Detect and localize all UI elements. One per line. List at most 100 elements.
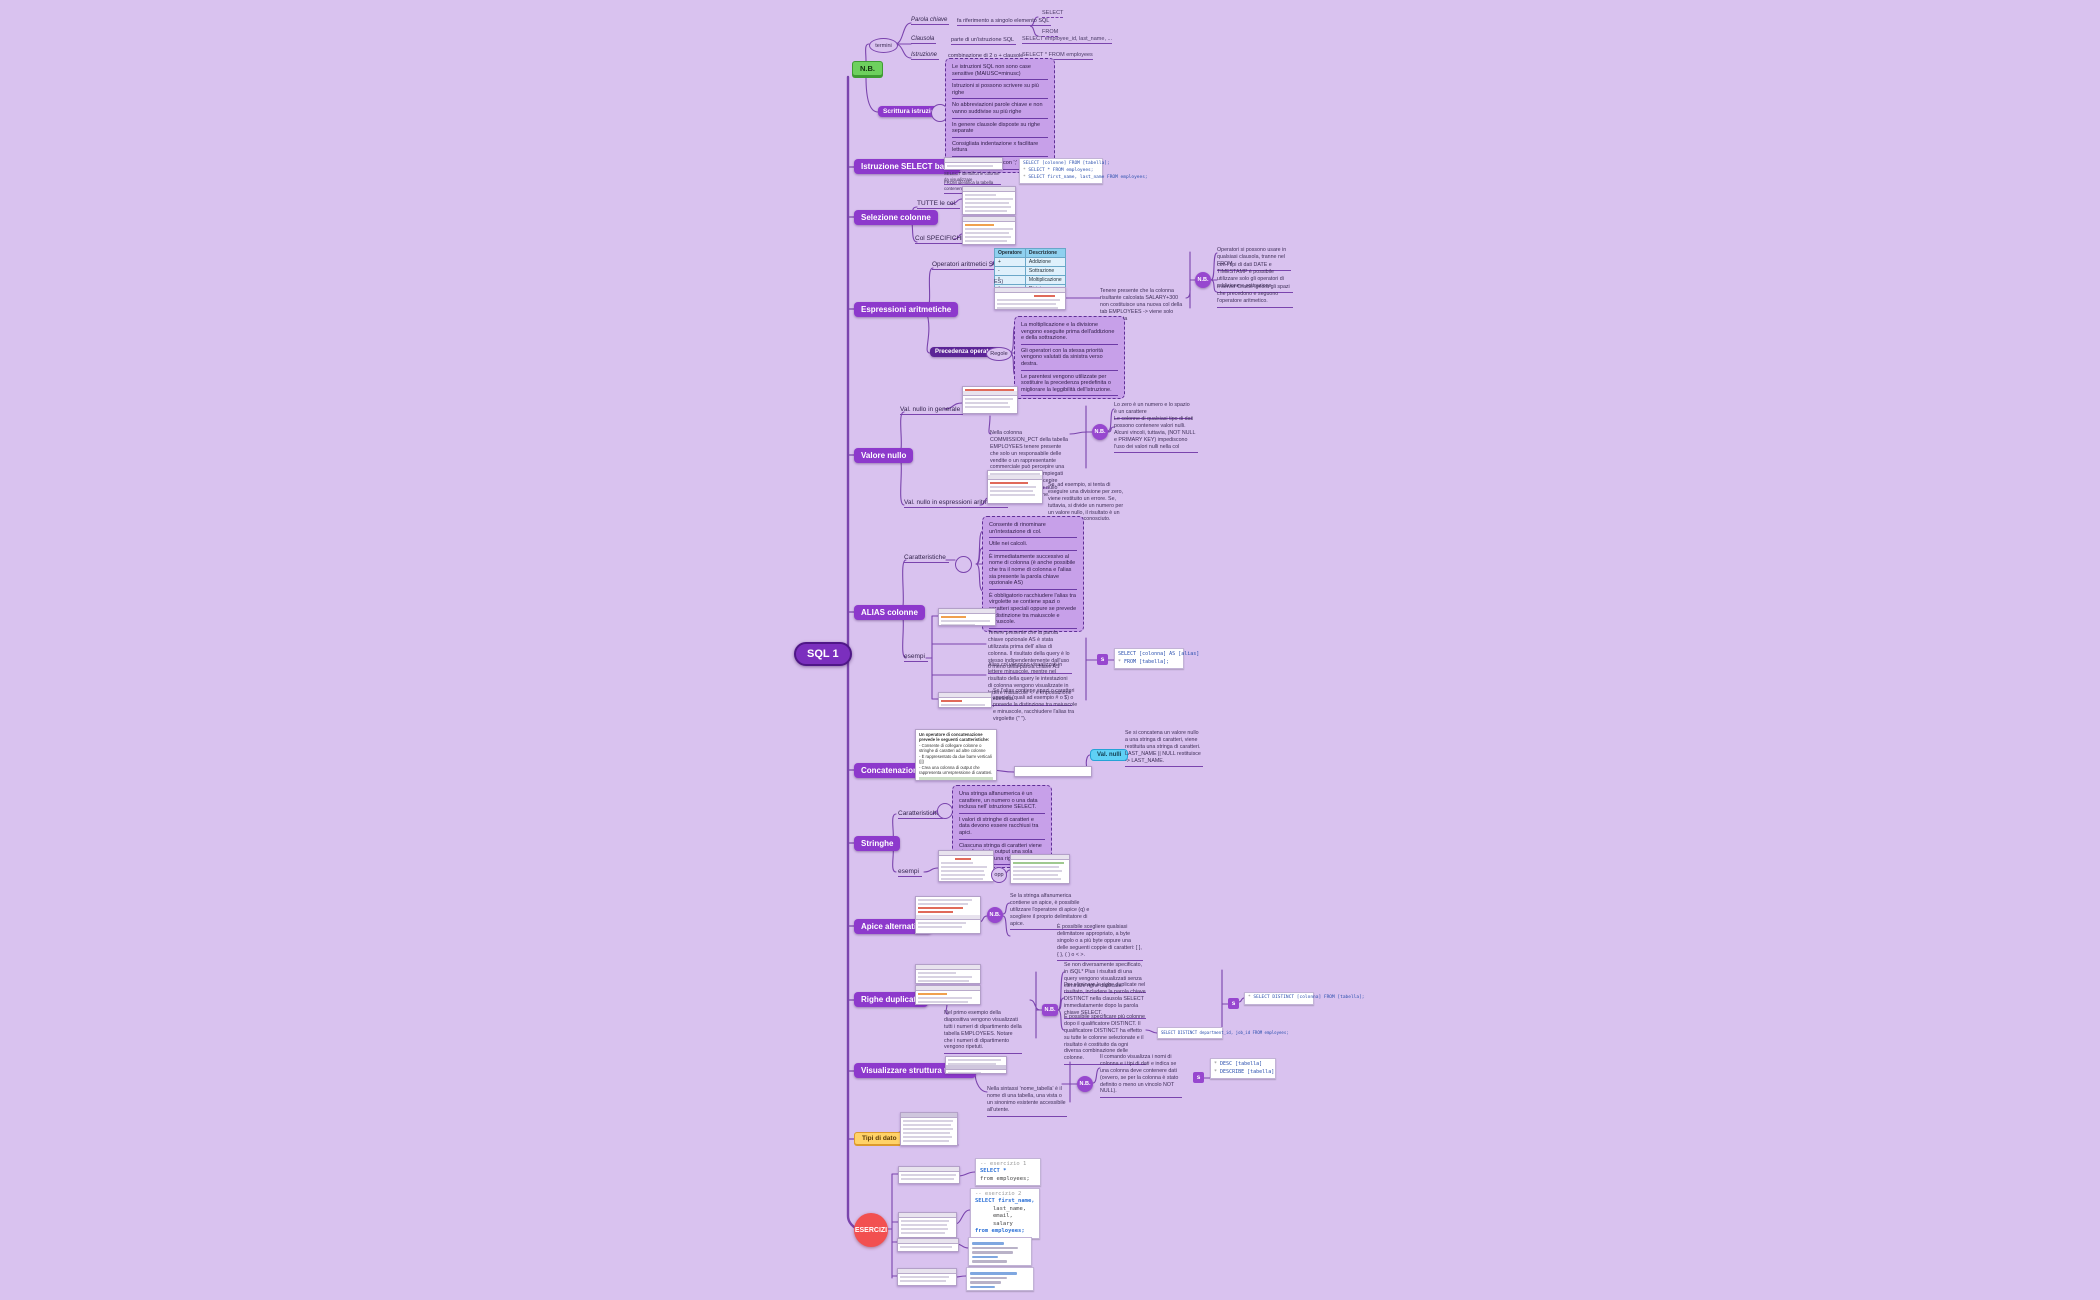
stringhe-caratteristica[interactable]: I valori di stringhe di caratteri e data… xyxy=(959,814,1045,840)
stringhe-caratteristica[interactable]: Ciascuna stringa di caratteri viene visu… xyxy=(959,840,1045,866)
concatenazione-code-strip[interactable] xyxy=(1014,766,1092,777)
aritmetiche-nb-note[interactable]: Il server Oracle ignora gli spazi che pr… xyxy=(1217,284,1293,308)
regola[interactable]: Le parentesi vengono utilizzate per sost… xyxy=(1021,371,1118,397)
esercizio-1-code[interactable]: -- esercizio 1 SELECT * from employees; xyxy=(975,1158,1041,1187)
nb-green-node[interactable]: N.B. xyxy=(852,61,883,76)
branch-concatenazione[interactable]: Concatenazione xyxy=(854,763,930,778)
aritmetiche-nb-note[interactable]: con i tipi di dati DATE e TIMESTAMP è po… xyxy=(1217,262,1293,293)
scrittura-rule[interactable]: Istruzioni si possono scrivere su più ri… xyxy=(952,80,1048,100)
duplicate-screenshot[interactable] xyxy=(915,964,981,984)
example-clausola[interactable]: SELECT employee_id, last_name, ... xyxy=(1022,36,1113,44)
struttura-syntax-box[interactable]: DESC [tabella] DESCRIBE [tabella] xyxy=(1210,1058,1276,1079)
result-screenshot[interactable] xyxy=(962,186,1016,215)
duplicate-nb-note[interactable]: È possibile specificare più colonne dopo… xyxy=(1064,1014,1146,1066)
branch-tipi-di-dato[interactable]: Tipi di dato xyxy=(854,1132,905,1145)
esercizio-result-screenshot[interactable] xyxy=(897,1238,959,1252)
regola[interactable]: Gli operatori con la stessa priorità ven… xyxy=(1021,345,1118,371)
alias-caratteristica[interactable]: Utile nei calcoli. xyxy=(989,538,1077,551)
stringhe-esempio-screenshot[interactable] xyxy=(1010,854,1070,884)
nb-circle[interactable]: N.B. xyxy=(1077,1076,1093,1092)
syntax-badge[interactable]: s xyxy=(1097,654,1108,665)
regole-node[interactable]: Regole xyxy=(986,347,1012,361)
alias-caratteristiche-label[interactable]: Caratteristiche xyxy=(904,554,949,563)
example-from-keyword[interactable]: FROM xyxy=(1042,29,1059,37)
val-nulli-node[interactable]: Val. nulli xyxy=(1090,749,1129,761)
alias-caratteristica[interactable]: Consente di rinominare un'intestazione d… xyxy=(989,519,1077,539)
apice-note[interactable]: Se la stringa alfanumerica contiene un a… xyxy=(1010,893,1092,931)
alias-caratteristica[interactable]: È immediatamente successivo al nome di c… xyxy=(989,551,1077,590)
select-base-syntax-box[interactable]: SELECT [colonne] FROM [tabella]; SELECT … xyxy=(1019,158,1148,185)
stringhe-esempi-label[interactable]: esempi xyxy=(898,868,922,877)
nullo-expr-screenshot[interactable] xyxy=(987,470,1043,504)
val-nullo-generale-label[interactable]: Val. nullo in generale xyxy=(900,406,964,415)
select-base-note[interactable]: SELECT identifica le colonne da visualiz… xyxy=(944,171,1001,186)
nb-circle[interactable]: N.B. xyxy=(1092,424,1108,440)
stringhe-caratteristiche-label[interactable]: Caratteristiche xyxy=(898,810,943,819)
branch-espressioni-aritmetiche[interactable]: Espressioni aritmetiche xyxy=(854,302,959,317)
syntax-badge[interactable]: s xyxy=(1193,1072,1204,1083)
scrittura-rules-box[interactable]: Le istruzioni SQL non sono case sensitiv… xyxy=(945,58,1055,173)
esercizio-2-code[interactable]: -- esercizio 2 SELECT first_name, last_n… xyxy=(970,1188,1040,1239)
nullo-nb-note[interactable]: Le colonne di qualsiasi tipo di dati pos… xyxy=(1114,416,1198,454)
apice-note[interactable]: È possibile scegliere qualsiasi delimita… xyxy=(1057,924,1143,962)
esercizio-result-screenshot[interactable] xyxy=(898,1166,960,1184)
alias-caratteristiche-box[interactable]: Consente di rinominare un'intestazione d… xyxy=(982,516,1084,632)
syntax-screenshot[interactable] xyxy=(944,157,1003,170)
scrittura-istruzioni-node[interactable]: Scrittura istruzioni xyxy=(878,106,946,117)
nb-square[interactable]: N.B. xyxy=(1042,1004,1058,1016)
branch-esercizi[interactable]: ESERCIZI xyxy=(854,1213,888,1247)
precedenza-operatori-node[interactable]: Precedenza operatori xyxy=(930,347,1002,357)
duplicate-mini-code[interactable]: SELECT DISTINCT department_id, job_id FR… xyxy=(1157,1027,1289,1039)
val-nullo-espressioni-label[interactable]: Val. nullo in espressioni aritmetiche xyxy=(904,499,1009,508)
root-node[interactable]: SQL 1 xyxy=(794,642,852,666)
example-select-keyword[interactable]: SELECT xyxy=(1042,10,1064,18)
nb-circle[interactable]: N.B. xyxy=(1195,272,1211,288)
stringhe-caratteristica[interactable]: Una stringa alfanumerica è un carattere,… xyxy=(959,788,1045,814)
esercizio-3-code[interactable] xyxy=(968,1237,1032,1266)
val-nulli-note[interactable]: Se si concatena un valore nullo a una st… xyxy=(1125,730,1203,768)
term-istruzione[interactable]: Istruzione xyxy=(911,52,940,60)
alias-esempio-note[interactable]: Se l'alias contiene spazi o caratteri sp… xyxy=(993,688,1078,722)
scrittura-rule[interactable]: In genere clausole disposte su righe sep… xyxy=(952,119,1048,138)
alias-esempio-note[interactable]: Alias col vengono visualizzati in letter… xyxy=(988,662,1072,707)
esercizio-result-screenshot[interactable] xyxy=(897,1268,957,1286)
nb-circle[interactable]: N.B. xyxy=(987,907,1003,923)
colonne-specifiche-label[interactable]: Col SPECIFICHE xyxy=(915,235,969,244)
alias-esempio-screenshot[interactable] xyxy=(938,608,996,626)
stringhe-esempio-screenshot[interactable] xyxy=(938,850,994,882)
alias-syntax-box[interactable]: SELECT [colonna] AS [alias] FROM [tabell… xyxy=(1114,648,1199,669)
branch-istruzione-select-base[interactable]: Istruzione SELECT base xyxy=(854,159,961,174)
operatori-aritmetici-label[interactable]: Operatori aritmetici SQL xyxy=(932,261,1005,270)
tutte-le-colonne-label[interactable]: TUTTE le col. xyxy=(917,200,960,209)
esercizio-result-screenshot[interactable] xyxy=(898,1212,957,1238)
struttura-screenshot[interactable] xyxy=(945,1056,1007,1074)
def-clausola[interactable]: parte di un'istruzione SQL xyxy=(951,37,1017,45)
term-clausola[interactable]: Clausola xyxy=(911,36,937,44)
nullo-nb-note[interactable]: Lo zero è un numero e lo spazio è un car… xyxy=(1114,402,1192,419)
apice-screenshot[interactable] xyxy=(915,896,981,934)
esercizio-4-code[interactable] xyxy=(966,1267,1034,1291)
aritmetiche-nb-note[interactable]: Operatori si possono usare in qualsiasi … xyxy=(1217,247,1291,271)
scrittura-rule[interactable]: Le istruzioni SQL non sono case sensitiv… xyxy=(952,61,1048,81)
es-screenshot[interactable] xyxy=(994,287,1066,310)
datatypes-table-screenshot[interactable] xyxy=(900,1112,958,1146)
example-istruzione[interactable]: SELECT * FROM employees xyxy=(1022,52,1093,60)
branch-stringhe[interactable]: Stringhe xyxy=(854,836,901,851)
result-screenshot[interactable] xyxy=(962,216,1016,245)
def-parola-chiave[interactable]: fa riferimento a singolo elemento SQL xyxy=(957,18,1052,26)
branch-righe-duplicate[interactable]: Righe duplicate xyxy=(854,992,928,1007)
duplicate-screenshot[interactable] xyxy=(915,985,981,1005)
duplicate-nb-note[interactable]: Per eliminare le righe duplicate nel ris… xyxy=(1064,982,1146,1020)
regole-box[interactable]: La moltiplicazione e la divisione vengon… xyxy=(1014,316,1125,400)
branch-alias-colonne[interactable]: ALIAS colonne xyxy=(854,605,925,620)
alias-esempio-screenshot[interactable] xyxy=(938,692,992,708)
duplicate-syntax-box[interactable]: SELECT DISTINCT [colonna] FROM [tabella]… xyxy=(1244,992,1365,1005)
nullo-screenshot[interactable] xyxy=(962,386,1018,414)
alias-caratteristica[interactable]: È obbligatorio racchiudere l'alias tra v… xyxy=(989,590,1077,629)
concatenazione-box[interactable]: Un operatore di concatenazione prevede l… xyxy=(915,729,997,781)
syntax-badge[interactable]: s xyxy=(1228,998,1239,1009)
duplicate-nb-note[interactable]: Se non diversamente specificato, in iSQL… xyxy=(1064,962,1146,993)
alias-esempi-label[interactable]: esempi xyxy=(904,653,928,662)
alias-esempio-note[interactable]: Tenere presente che la parola chiave opz… xyxy=(988,630,1072,675)
scrittura-rule[interactable]: No abbreviazioni parole chiave e non van… xyxy=(952,99,1048,119)
